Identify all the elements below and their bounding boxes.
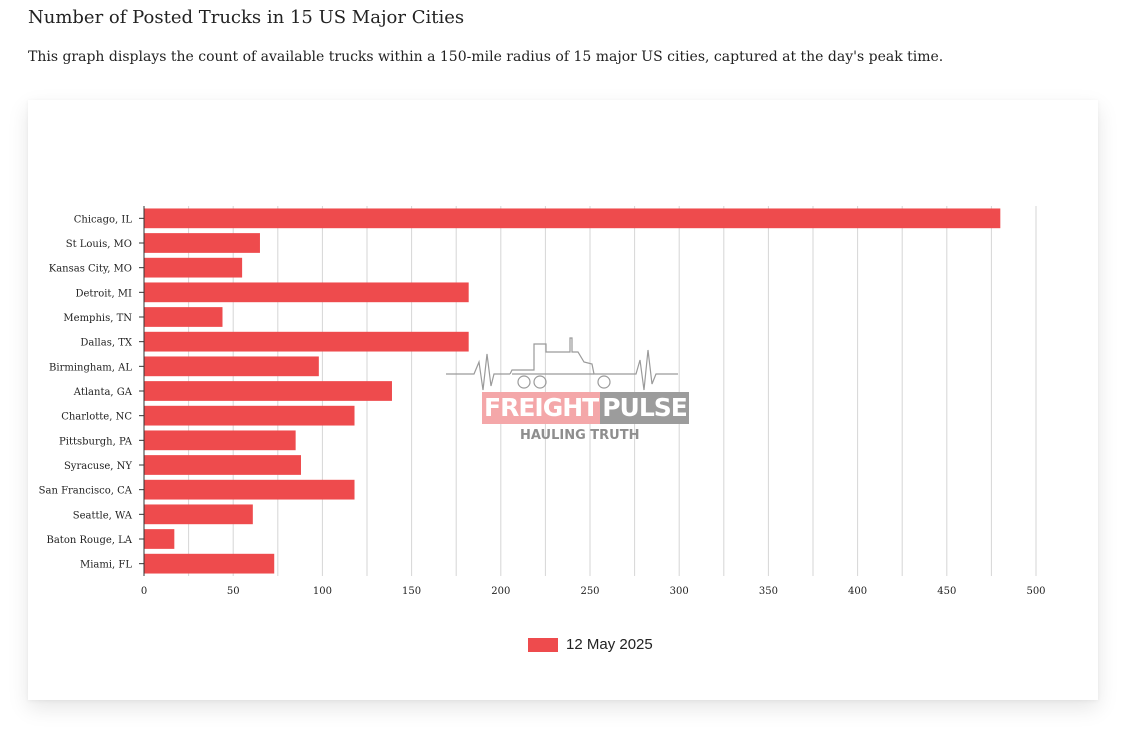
y-tick-label: San Francisco, CA: [39, 486, 133, 497]
x-tick-label: 150: [402, 586, 421, 597]
x-tick-label: 0: [141, 586, 147, 597]
bar-chicago-il: [144, 208, 1001, 229]
grid-lines: [188, 206, 1037, 576]
x-tick-label: 200: [491, 586, 510, 597]
axis-labels: Chicago, IL St Louis, MO Kansas City, MO De…: [39, 214, 1046, 597]
y-tick-label: Baton Rouge, LA: [47, 535, 133, 546]
chart-card: Chicago, IL St Louis, MO Kansas City, MO De…: [28, 100, 1098, 700]
y-tick-label: Seattle, WA: [73, 510, 133, 521]
bar-miami-fl: [144, 553, 275, 574]
y-tick-label: Miami, FL: [80, 560, 132, 571]
bar-st-louis-mo: [144, 233, 260, 253]
x-tick-label: 250: [580, 586, 599, 597]
y-tick-label: Detroit, MI: [75, 288, 132, 299]
bar-charlotte-nc: [144, 405, 355, 426]
x-tick-label: 400: [848, 586, 867, 597]
y-tick-label: Kansas City, MO: [49, 264, 132, 275]
y-tick-label: Atlanta, GA: [73, 387, 133, 398]
y-tick-label: Dallas, TX: [80, 338, 132, 349]
bar-dallas-tx: [144, 331, 469, 352]
bar-seattle-wa: [144, 504, 253, 525]
bar-chart: Chicago, IL St Louis, MO Kansas City, MO De…: [39, 206, 1046, 597]
bar-birmingham-al: [144, 356, 319, 377]
bars: [144, 208, 1001, 574]
x-tick-label: 300: [670, 586, 689, 597]
legend-label: 12 May 2025: [566, 636, 653, 653]
bar-baton-rouge-la: [144, 529, 175, 549]
bar-san-francisco-ca: [144, 479, 355, 500]
bar-syracuse-ny: [144, 455, 301, 475]
y-tick-label: St Louis, MO: [66, 239, 132, 250]
truck-heartbeat-icon: [446, 337, 678, 391]
x-tick-label: 100: [313, 586, 332, 597]
x-tick-label: 50: [227, 586, 240, 597]
freight-pulse-watermark: FREIGHT PULSE HAULING TRUTH: [446, 334, 689, 449]
y-tick-label: Memphis, TN: [63, 313, 132, 324]
y-tick-label: Charlotte, NC: [61, 412, 132, 423]
x-tick-label: 450: [937, 586, 956, 597]
brand-logo: FREIGHT PULSE: [482, 392, 689, 424]
brand-logo-part1: FREIGHT: [482, 392, 601, 424]
bar-kansas-city-mo: [144, 257, 243, 278]
y-tick-label: Pittsburgh, PA: [59, 436, 133, 447]
y-tick-label: Syracuse, NY: [64, 461, 132, 472]
x-tick-label: 500: [1026, 586, 1045, 597]
y-tick-label: Chicago, IL: [74, 214, 133, 225]
axes: [139, 206, 145, 576]
bar-pittsburgh-pa: [144, 430, 296, 451]
brand-tagline: HAULING TRUTH: [520, 428, 640, 443]
page-title: Number of Posted Trucks in 15 US Major C…: [28, 7, 465, 28]
legend-swatch: [528, 637, 558, 652]
bar-memphis-tn: [144, 307, 223, 327]
bar-detroit-mi: [144, 282, 469, 303]
brand-logo-part2: PULSE: [600, 392, 689, 424]
chart-legend[interactable]: 12 May 2025: [528, 636, 653, 653]
page-description: This graph displays the count of availab…: [28, 49, 944, 65]
bar-atlanta-ga: [144, 381, 392, 401]
x-tick-label: 350: [759, 586, 778, 597]
y-tick-label: Birmingham, AL: [49, 362, 132, 373]
